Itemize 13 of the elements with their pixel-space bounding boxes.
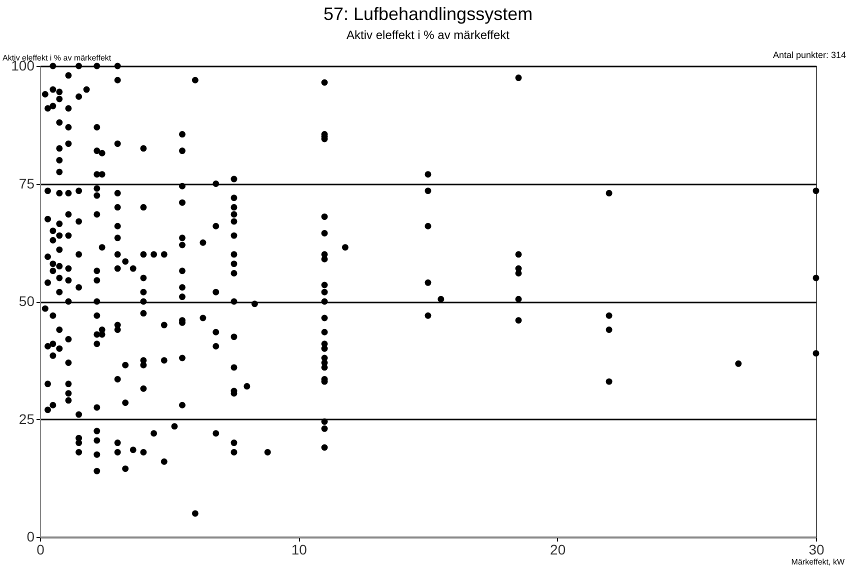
y-tick-label: 50 [18, 293, 35, 309]
chart-title: 57: Lufbehandlingssystem [323, 4, 533, 24]
text: Antal punkter: 314 [772, 50, 846, 60]
y-axis-title: Aktiv eleffekt i % av märkeffekt [2, 54, 112, 62]
x-tick-label: 10 [291, 542, 308, 558]
chart-subtitle: Aktiv eleffekt i % av märkeffekt [346, 28, 510, 42]
x-axis-title: Märkeffekt, kW [791, 558, 845, 566]
x-tick-label: 30 [808, 542, 824, 558]
y-tick-label: 0 [26, 528, 35, 544]
x-tick-label: 0 [36, 542, 45, 558]
y-tick-label: 75 [18, 175, 35, 192]
x-tick-label: 20 [550, 542, 566, 558]
y-tick-label: 25 [18, 410, 35, 427]
